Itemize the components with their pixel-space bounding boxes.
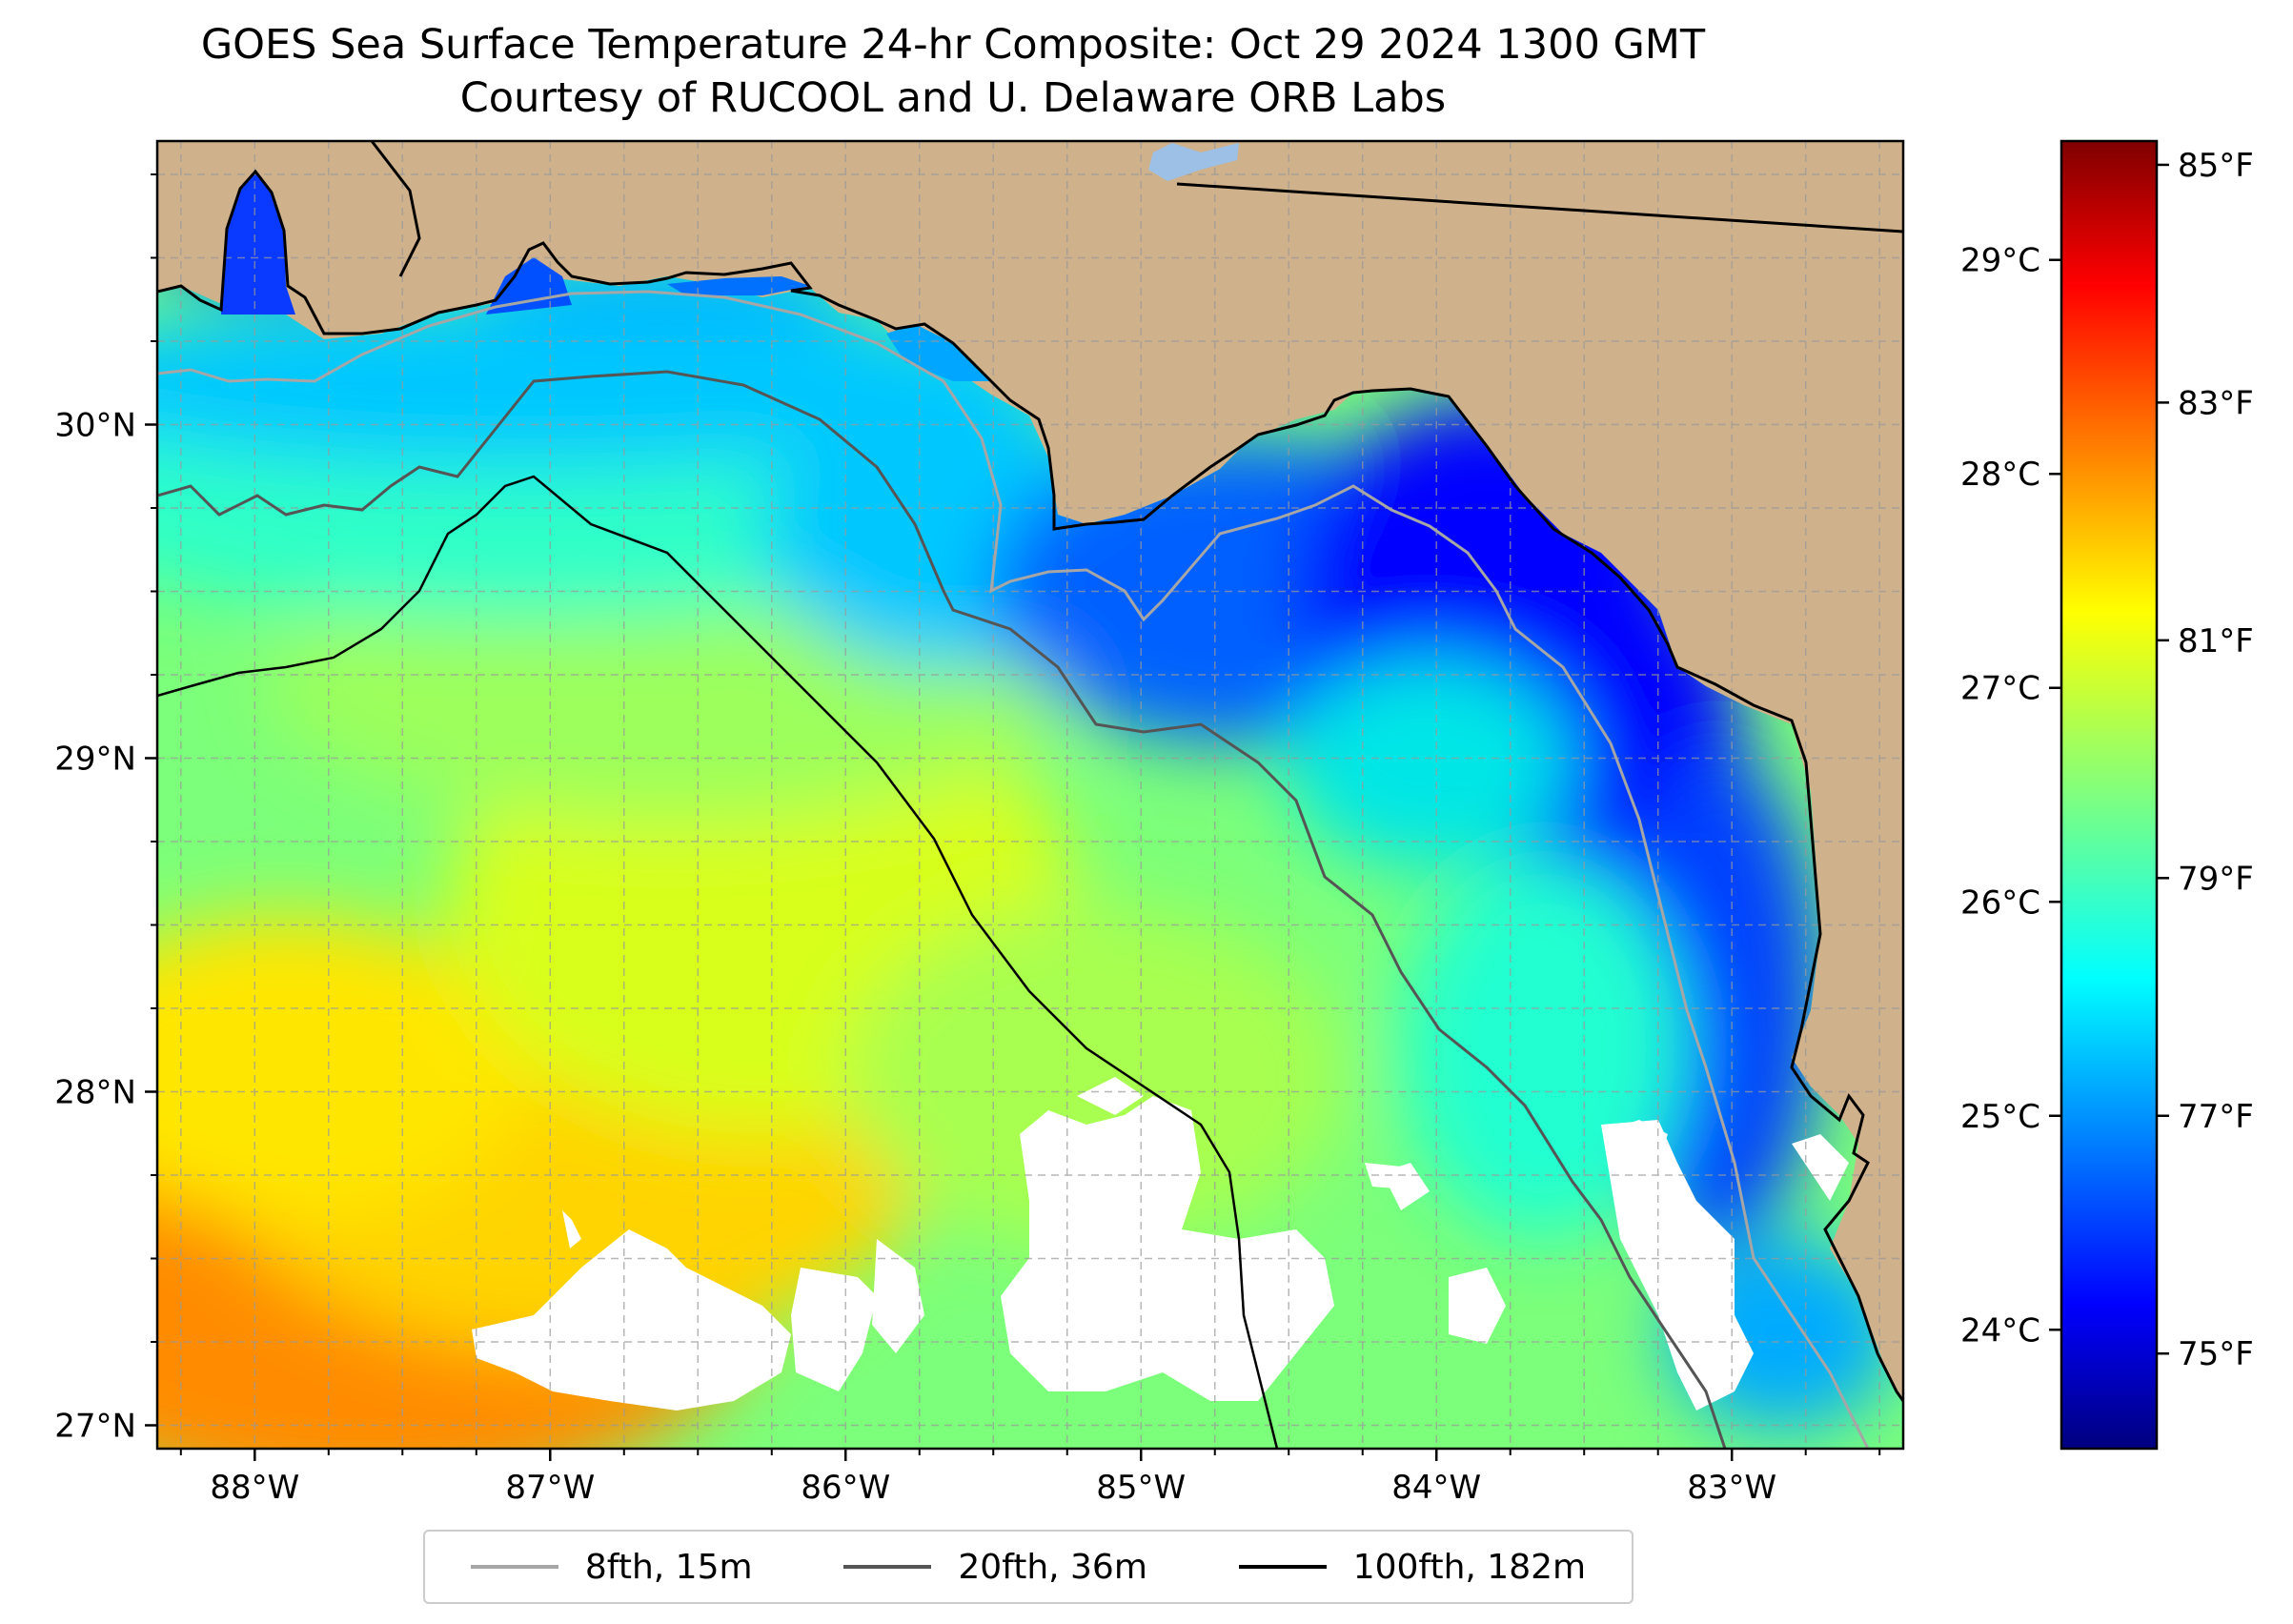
legend-swatch-15m (470, 1565, 558, 1569)
longitude-tick-label: 84°W (1391, 1469, 1481, 1507)
fahrenheit-tick-label: 81°F (2178, 622, 2254, 660)
colorbar-fahrenheit-axis: 75°F 77°F 79°F 81°F 83°F 85°F (2157, 147, 2254, 1373)
legend-label: 20fth, 36m (958, 1547, 1147, 1587)
legend-item-182m: 100fth, 182m (1238, 1547, 1587, 1587)
longitude-tick-label: 85°W (1096, 1469, 1186, 1507)
no-data-patches (472, 1077, 1849, 1411)
celsius-tick-label: 27°C (1960, 670, 2040, 708)
legend-label: 8fth, 15m (584, 1547, 753, 1587)
celsius-tick-label: 24°C (1960, 1311, 2040, 1350)
latitude-tick-label: 27°N (54, 1408, 136, 1446)
colorbar-celsius-axis: 24°C 25°C 26°C 27°C 28°C 29°C (1960, 242, 2061, 1350)
isobaths (157, 290, 1870, 1449)
fahrenheit-tick-label: 77°F (2178, 1098, 2254, 1136)
celsius-tick-label: 29°C (1960, 242, 2040, 280)
celsius-tick-label: 25°C (1960, 1098, 2040, 1136)
latitude-tick-label: 29°N (54, 741, 136, 779)
coastline (157, 169, 1903, 1402)
legend-item-36m: 20fth, 36m (843, 1548, 1147, 1587)
pensacola-bay (486, 257, 572, 315)
map-frame (155, 139, 1905, 1451)
isobath-legend: 8fth, 15m 20fth, 36m 100fth, 182m (423, 1530, 1634, 1604)
inland-boundary (370, 141, 421, 277)
latitude-tick-label: 28°N (54, 1074, 136, 1112)
legend-label: 100fth, 182m (1352, 1547, 1587, 1587)
celsius-tick-label: 26°C (1960, 883, 2040, 922)
isobath-36m (157, 370, 1727, 1449)
celsius-tick-label: 28°C (1960, 456, 2040, 494)
legend-swatch-182m (1238, 1565, 1327, 1569)
st-andrew-bay (886, 324, 991, 381)
choctawhatchee-bay (667, 276, 810, 295)
colorbar (2060, 139, 2159, 1451)
longitude-tick-label: 87°W (505, 1469, 595, 1507)
state-boundary (1176, 182, 1903, 233)
legend-item-15m: 8fth, 15m (470, 1547, 753, 1587)
map-subtitle: Courtesy of RUCOOL and U. Delaware ORB L… (459, 74, 1447, 122)
gridlines (157, 141, 1903, 1449)
fahrenheit-tick-label: 79°F (2178, 860, 2254, 898)
lake (1148, 143, 1239, 181)
fahrenheit-tick-label: 83°F (2178, 384, 2254, 422)
fahrenheit-tick-label: 75°F (2178, 1335, 2254, 1373)
longitude-tick-label: 83°W (1687, 1469, 1776, 1507)
map-area (157, 141, 1903, 1449)
longitude-tick-label: 86°W (801, 1469, 890, 1507)
legend-swatch-36m (843, 1565, 932, 1569)
isobath-15m (157, 290, 1870, 1449)
sea-surface-temperature-field (157, 172, 1903, 1449)
latitude-tick-label: 30°N (54, 407, 136, 445)
longitude-tick-label: 88°W (210, 1469, 299, 1507)
longitude-axis: 88°W 87°W 86°W 85°W 84°W 83°W (179, 1449, 1881, 1507)
isobath-182m (157, 475, 1279, 1449)
map-title: GOES Sea Surface Temperature 24-hr Compo… (200, 21, 1706, 69)
latitude-axis: 27°N 28°N 29°N 30°N (54, 173, 157, 1446)
fahrenheit-tick-label: 85°F (2178, 147, 2254, 185)
